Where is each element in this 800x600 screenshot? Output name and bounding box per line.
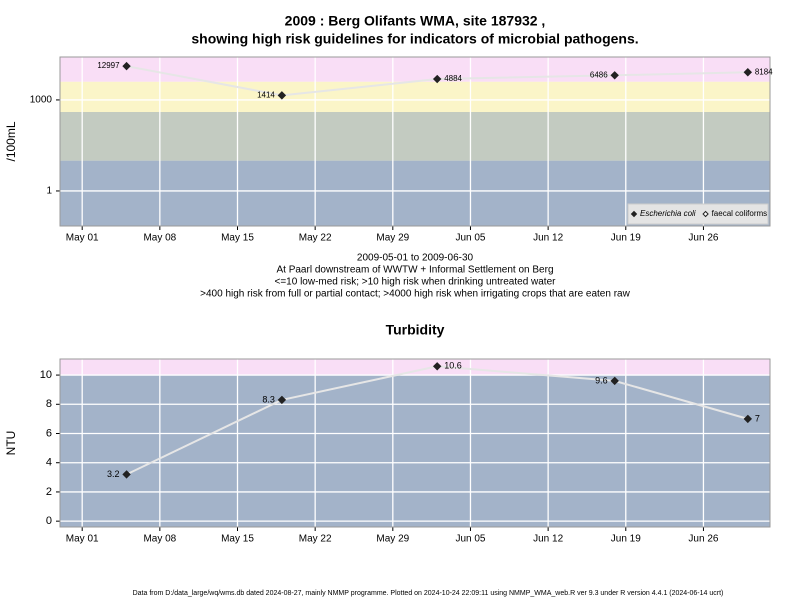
- data-point: [277, 91, 287, 100]
- y-tick-label: 6: [46, 427, 52, 439]
- chart-title: 2009 : Berg Olifants WMA, site 187932 ,: [285, 13, 546, 29]
- y-tick-label: 1: [46, 186, 52, 197]
- data-label: 4884: [444, 74, 462, 83]
- data-label: 6486: [590, 70, 608, 79]
- data-point: [122, 61, 131, 71]
- plot-frame: [59, 56, 771, 227]
- x-tick-label: May 15: [221, 534, 254, 545]
- risk-band: [60, 375, 770, 527]
- data-label: 3.2: [107, 469, 120, 479]
- risk-band: [60, 57, 770, 82]
- chart-note: <=10 low-med risk; >10 high risk when dr…: [275, 277, 557, 288]
- x-tick-label: Jun 05: [455, 534, 485, 545]
- x-tick-label: Jun 19: [611, 233, 641, 244]
- y-tick-label: 10: [40, 369, 52, 381]
- chart-note: >400 high risk from full or partial cont…: [200, 289, 630, 300]
- data-point: [432, 74, 442, 84]
- x-tick-label: May 29: [376, 534, 409, 545]
- data-label: 8184: [755, 67, 773, 76]
- data-point: [743, 414, 753, 424]
- risk-band: [60, 81, 770, 113]
- plot-frame: [59, 358, 771, 528]
- x-tick-label: Jun 19: [611, 534, 641, 545]
- x-tick-label: Jun 12: [533, 233, 563, 244]
- x-tick-label: Jun 12: [533, 534, 563, 545]
- x-tick-label: May 22: [299, 534, 332, 545]
- y-tick-label: 1000: [30, 95, 53, 106]
- legend-label: faecal coliforms: [712, 209, 768, 218]
- data-point: [277, 395, 287, 405]
- data-point: [610, 376, 619, 386]
- data-label: 1414: [257, 90, 275, 99]
- risk-band: [60, 112, 770, 161]
- x-tick-label: May 08: [143, 233, 176, 244]
- data-label: 7: [755, 413, 760, 423]
- y-tick-label: 8: [46, 398, 52, 410]
- legend-box: [627, 203, 769, 225]
- x-tick-label: May 15: [221, 233, 254, 244]
- x-tick-label: May 22: [299, 233, 332, 244]
- chart-note: 2009-05-01 to 2009-06-30: [357, 253, 474, 264]
- data-label: 12997: [97, 61, 120, 70]
- data-point: [432, 362, 442, 371]
- data-label: 8.3: [262, 394, 275, 404]
- legend-marker: [702, 210, 709, 218]
- data-point: [122, 470, 131, 479]
- x-tick-label: Jun 26: [688, 534, 718, 545]
- data-point: [610, 71, 619, 80]
- chart-title: showing high risk guidelines for indicat…: [191, 31, 638, 47]
- y-tick-label: 4: [46, 457, 52, 469]
- y-axis-label: NTU: [4, 431, 18, 456]
- x-tick-label: Jun 26: [688, 233, 718, 244]
- y-tick-label: 0: [46, 515, 52, 527]
- chart-note: At Paarl downstream of WWTW + Informal S…: [276, 265, 553, 276]
- data-label: 10.6: [444, 361, 462, 371]
- risk-band: [60, 359, 770, 376]
- x-tick-label: Jun 05: [455, 233, 485, 244]
- y-tick-label: 2: [46, 486, 52, 498]
- x-tick-label: May 01: [66, 233, 99, 244]
- x-tick-label: May 01: [66, 534, 99, 545]
- chart-title: Turbidity: [386, 322, 445, 338]
- y-axis-label: /100mL: [4, 121, 18, 161]
- legend-label: Escherichia coli: [640, 209, 696, 218]
- legend-marker: [630, 210, 638, 218]
- data-label: 9.6: [595, 375, 608, 385]
- x-tick-label: May 29: [376, 233, 409, 244]
- x-tick-label: May 08: [143, 534, 176, 545]
- data-point: [743, 68, 753, 77]
- footer: Data from D:/data_large/wq/wms.db dated …: [133, 590, 724, 597]
